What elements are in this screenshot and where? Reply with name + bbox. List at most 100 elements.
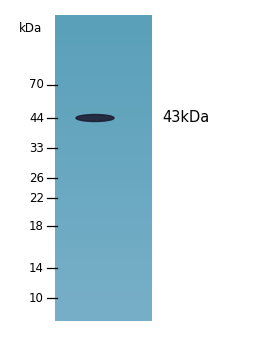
Bar (55, 193, 152, 194)
Text: 14: 14 (29, 262, 44, 275)
Bar (55, 297, 152, 298)
Bar (55, 61, 152, 62)
Bar (55, 23, 152, 25)
Bar (55, 244, 152, 245)
Bar (55, 86, 152, 88)
Bar (55, 153, 152, 155)
Bar (55, 294, 152, 295)
Bar (55, 206, 152, 208)
Bar (55, 239, 152, 240)
Bar (55, 105, 152, 107)
Bar (55, 156, 152, 158)
Bar (55, 225, 152, 227)
Bar (55, 95, 152, 97)
Bar (55, 196, 152, 197)
Bar (55, 96, 152, 98)
Bar (55, 117, 152, 118)
Bar (55, 267, 152, 269)
Bar (55, 228, 152, 230)
Bar (55, 292, 152, 293)
Bar (55, 177, 152, 178)
Bar (55, 92, 152, 94)
Bar (55, 43, 152, 45)
Bar (55, 148, 152, 150)
Text: 43kDa: 43kDa (162, 111, 209, 125)
Bar (55, 140, 152, 142)
Bar (55, 28, 152, 30)
Text: 18: 18 (29, 219, 44, 233)
Bar (55, 45, 152, 47)
Text: 22: 22 (29, 191, 44, 205)
Bar (55, 238, 152, 239)
Bar (55, 151, 152, 153)
Bar (55, 250, 152, 251)
Bar (55, 258, 152, 259)
Bar (55, 21, 152, 23)
Bar (55, 68, 152, 69)
Bar (55, 65, 152, 66)
Bar (55, 318, 152, 319)
Bar (55, 202, 152, 204)
Bar (55, 55, 152, 56)
Bar (55, 126, 152, 127)
Bar (55, 129, 152, 130)
Bar (55, 72, 152, 73)
Bar (55, 299, 152, 300)
Bar (55, 194, 152, 195)
Bar (55, 302, 152, 303)
Bar (55, 125, 152, 126)
Bar (55, 162, 152, 164)
Bar (55, 256, 152, 257)
Bar (55, 246, 152, 247)
Bar (55, 242, 152, 243)
Bar (55, 116, 152, 117)
Bar (55, 119, 152, 120)
Bar (55, 278, 152, 280)
Bar (55, 62, 152, 63)
Bar (55, 226, 152, 228)
Text: 33: 33 (29, 142, 44, 154)
Bar (55, 311, 152, 312)
Bar (55, 224, 152, 226)
Bar (55, 295, 152, 296)
Bar (55, 158, 152, 160)
Bar (55, 181, 152, 182)
Bar (55, 88, 152, 90)
Bar (55, 263, 152, 265)
Bar (55, 89, 152, 91)
Bar (55, 25, 152, 27)
Bar (55, 60, 152, 61)
Bar (55, 109, 152, 110)
Bar (55, 203, 152, 205)
Bar (55, 237, 152, 238)
Bar (55, 215, 152, 217)
Bar (55, 38, 152, 40)
Bar (55, 50, 152, 51)
Bar (55, 266, 152, 268)
Ellipse shape (76, 115, 114, 122)
Bar (55, 232, 152, 233)
Bar (55, 33, 152, 35)
Bar (55, 133, 152, 134)
Bar (55, 312, 152, 313)
Bar (55, 301, 152, 302)
Bar (55, 42, 152, 44)
Bar (55, 102, 152, 104)
Bar (55, 41, 152, 43)
Bar (55, 210, 152, 212)
Bar (55, 257, 152, 258)
Bar (55, 218, 152, 220)
Bar (55, 229, 152, 231)
Bar (55, 139, 152, 141)
Bar (55, 64, 152, 65)
Bar (55, 85, 152, 87)
Bar (55, 49, 152, 50)
Bar (55, 308, 152, 309)
Bar (55, 190, 152, 191)
Bar (55, 82, 152, 84)
Bar (55, 120, 152, 121)
Bar (55, 305, 152, 306)
Bar (55, 212, 152, 214)
Bar (55, 178, 152, 179)
Bar (55, 191, 152, 192)
